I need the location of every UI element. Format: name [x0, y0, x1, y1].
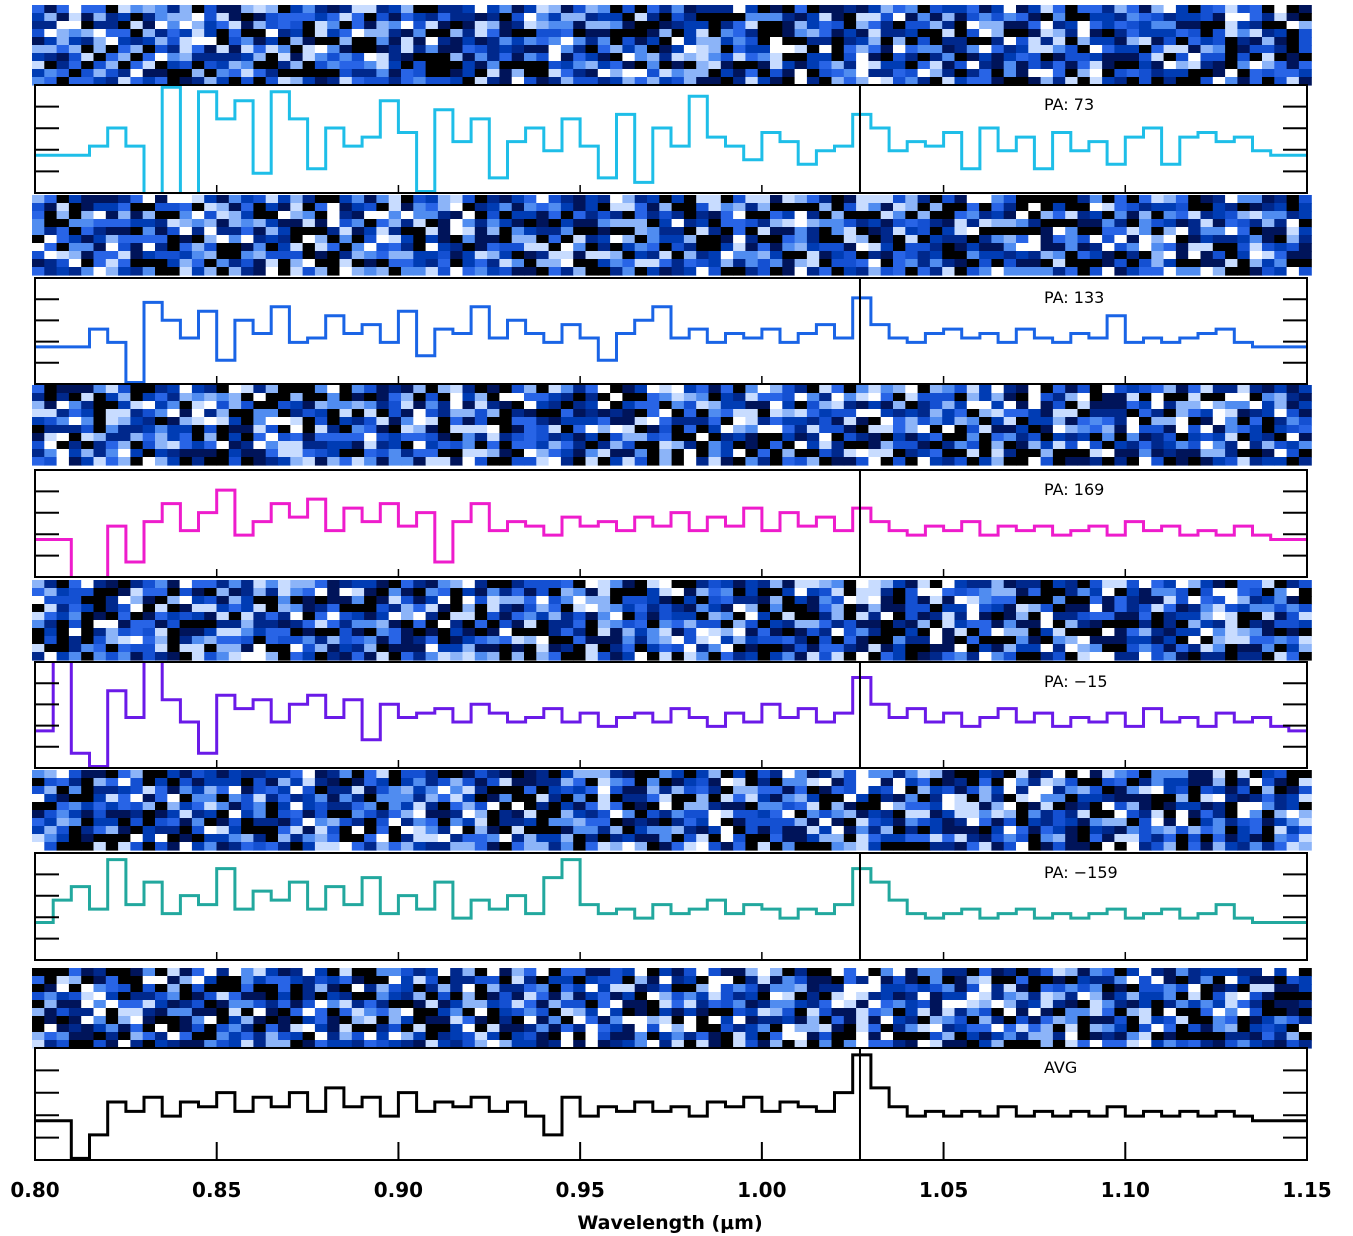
- x-tick-label: 1.15: [1282, 1178, 1331, 1202]
- x-tick-label: 1.00: [737, 1178, 786, 1202]
- panel-frame: [34, 1047, 1308, 1161]
- panel-frame: [34, 277, 1308, 385]
- panel-frame: [34, 84, 1308, 194]
- x-axis: 0.80 0.85 0.90 0.95 1.00 1.05 1.10 1.15: [10, 185, 1332, 1202]
- panel-label: AVG: [1044, 1058, 1077, 1077]
- series-line-3: [35, 488, 1307, 577]
- panel-frame: [34, 469, 1308, 578]
- image-strip-4: [32, 580, 1312, 661]
- panel-label: PA: 169: [1044, 480, 1104, 499]
- panel-label: PA: −159: [1044, 863, 1118, 882]
- x-tick-label: 1.10: [1101, 1178, 1150, 1202]
- panel-label: PA: −15: [1044, 672, 1108, 691]
- x-tick-label: 1.05: [919, 1178, 968, 1202]
- panel-label: PA: 73: [1044, 95, 1094, 114]
- image-strip-3: [32, 385, 1312, 466]
- spectrum-panel-1: PA: 73: [34, 84, 1308, 194]
- spectrum-panel-2: PA: 133: [34, 277, 1308, 385]
- spectrum-panel-6: AVG: [34, 1047, 1308, 1161]
- panel-frame: [34, 661, 1308, 769]
- panel-label: PA: 133: [1044, 288, 1104, 307]
- x-axis-title: Wavelength (μm): [577, 1212, 762, 1234]
- spectrum-panel-4: PA: −15: [34, 661, 1308, 769]
- spectrum-panel-3: PA: 169: [34, 469, 1308, 578]
- x-tick-label: 0.85: [192, 1178, 241, 1202]
- image-strip-6: [32, 968, 1312, 1049]
- series-line-2: [35, 296, 1307, 384]
- image-strip-5: [32, 770, 1312, 851]
- spectrum-panels: PA: 73 PA: 133 PA: 169 PA: −15 PA: −159 AVG: [34, 84, 1308, 1161]
- panel-frame: [34, 852, 1308, 961]
- spectral-image-strips: [32, 5, 1312, 1049]
- series-line-5: [35, 858, 1307, 924]
- series-line-1: [35, 85, 1307, 193]
- spectrum-panel-5: PA: −159: [34, 852, 1308, 961]
- x-tick-label: 0.95: [555, 1178, 604, 1202]
- image-strip-1: [32, 5, 1312, 86]
- image-strip-2: [32, 195, 1312, 276]
- x-tick-label: 0.90: [374, 1178, 423, 1202]
- series-line-4: [35, 662, 1307, 768]
- series-line-6: [35, 1053, 1307, 1160]
- x-tick-label: 0.80: [10, 1178, 59, 1202]
